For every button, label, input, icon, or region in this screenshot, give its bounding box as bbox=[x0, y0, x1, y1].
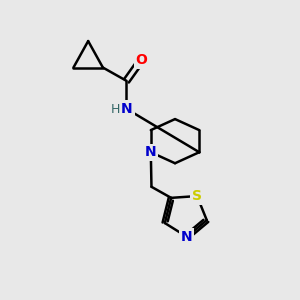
Text: N: N bbox=[145, 145, 157, 159]
Text: N: N bbox=[181, 230, 193, 244]
Text: H: H bbox=[111, 103, 120, 116]
Text: S: S bbox=[192, 189, 202, 203]
Text: N: N bbox=[121, 102, 133, 116]
Text: O: O bbox=[135, 53, 147, 67]
